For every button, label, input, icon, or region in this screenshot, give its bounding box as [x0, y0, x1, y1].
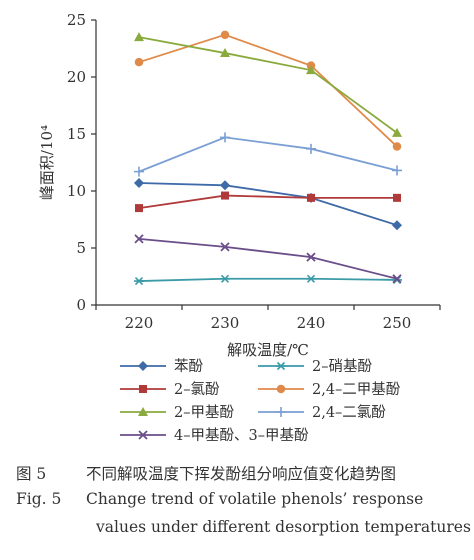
y-tick-label: 25 [67, 11, 86, 29]
chart-legend: 苯酚 2–硝基酚 2–氯酚 2,4–二甲基酚 2–甲基酚 2,4–二氯酚4–甲基酚、3–甲… [120, 358, 401, 444]
data-point [306, 65, 316, 75]
data-point [134, 32, 144, 42]
line-chart: 0 5 10 15 20 25 220 230 240 250 解吸温度/℃ 峰面积/10⁴ 苯酚 2–… [38, 11, 441, 444]
y-tick-label: 10 [67, 182, 86, 200]
data-point [220, 242, 230, 252]
data-point [134, 178, 144, 189]
legend-label: 2,4–二甲基酚 [312, 381, 401, 398]
data-point [306, 274, 316, 283]
legend-entry: 2–甲基酚 [120, 404, 234, 421]
data-point [220, 180, 230, 191]
series-line [138, 277, 398, 282]
data-point [392, 220, 402, 231]
figure-title-en-line2: values under different desorption temper… [96, 518, 471, 536]
data-point [135, 204, 143, 213]
data-point [220, 274, 230, 283]
y-tick-label: 20 [67, 68, 86, 86]
series-line [138, 182, 398, 227]
legend-entry: 2–氯酚 [120, 381, 220, 398]
x-tick-label: 250 [383, 314, 412, 332]
data-point [221, 191, 229, 200]
data-point [134, 166, 144, 177]
series-7 [134, 234, 402, 284]
data-point [306, 143, 316, 154]
legend-marker [276, 384, 286, 394]
legend-label: 2,4–二氯酚 [312, 404, 386, 421]
legend-label: 2–甲基酚 [174, 404, 234, 421]
data-point [393, 193, 401, 202]
legend-label: 2–硝基酚 [312, 358, 372, 375]
data-point [307, 193, 315, 202]
y-axis-title: 峰面积/10⁴ [38, 125, 56, 200]
chart-axes: 0 5 10 15 20 25 220 230 240 250 解吸温度/℃ 峰面积/10⁴ [38, 11, 441, 359]
legend-marker [138, 407, 148, 416]
series-line [138, 136, 398, 173]
y-tick-label: 0 [76, 296, 86, 314]
figure-caption-en-line2: values under different desorption temper… [96, 518, 474, 536]
data-point [392, 127, 402, 137]
legend-entry: 2,4–二甲基酚 [258, 381, 401, 398]
data-point [134, 57, 144, 67]
legend-entry: 苯酚 [120, 358, 203, 375]
series-line [138, 194, 397, 209]
data-point [134, 276, 144, 286]
legend-label: 苯酚 [174, 358, 203, 375]
series-4 [134, 30, 402, 151]
legend-entry: 2–硝基酚 [258, 358, 372, 375]
y-tick-label: 5 [76, 239, 86, 257]
series-5 [134, 32, 402, 137]
legend-marker [139, 385, 147, 393]
series-2 [134, 274, 402, 286]
series-line [138, 36, 398, 134]
legend-label: 4–甲基酚、3–甲基酚 [174, 427, 309, 444]
figure-caption-en: Fig. 5 Change trend of volatile phenols’ … [16, 490, 474, 508]
figure-caption-zh: 图 5 不同解吸温度下挥发酚组分响应值变化趋势图 [16, 462, 474, 484]
chart-series [134, 30, 402, 286]
x-tick-label: 240 [297, 314, 326, 332]
legend-entry: 4–甲基酚、3–甲基酚 [120, 427, 309, 444]
x-axis-title: 解吸温度/℃ [227, 341, 309, 359]
legend-marker [138, 361, 148, 371]
legend-marker [138, 430, 148, 440]
x-tick-label: 220 [125, 314, 154, 332]
legend-marker [276, 407, 286, 417]
data-point [220, 48, 230, 58]
figure-label-en: Fig. 5 [16, 490, 62, 508]
data-point [392, 274, 402, 284]
y-tick-label: 15 [67, 125, 86, 143]
series-1 [134, 178, 402, 231]
legend-label: 2–氯酚 [174, 381, 220, 398]
data-point [220, 132, 230, 143]
legend-entry: 2,4–二氯酚 [258, 404, 386, 421]
series-line [138, 33, 398, 148]
series-6 [134, 132, 402, 177]
figure-title-zh: 不同解吸温度下挥发酚组分响应值变化趋势图 [86, 465, 397, 483]
data-point [306, 252, 316, 262]
data-point [392, 165, 402, 176]
x-tick-label: 230 [211, 314, 240, 332]
data-point [134, 234, 144, 244]
data-point [392, 142, 402, 151]
figure-label-zh: 图 5 [16, 465, 47, 483]
series-3 [135, 191, 401, 213]
legend-marker [276, 361, 286, 371]
data-point [220, 30, 230, 40]
figure-title-en-line1: Change trend of volatile phenols’ respon… [86, 490, 424, 508]
series-line [138, 237, 398, 280]
